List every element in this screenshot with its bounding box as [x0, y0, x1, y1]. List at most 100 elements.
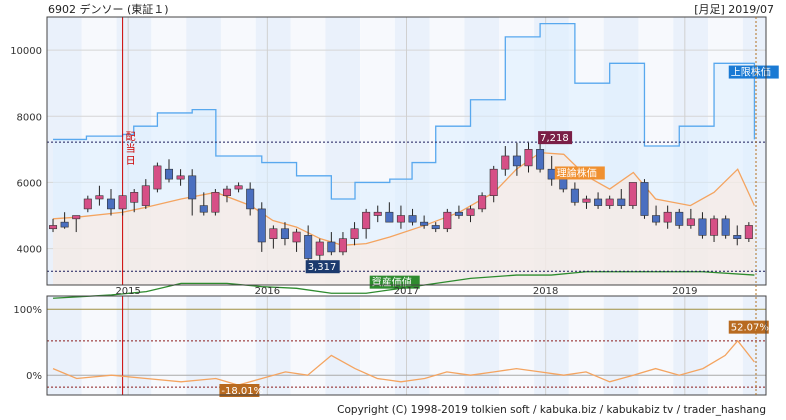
- quarter-band-bottom: [290, 296, 326, 395]
- quarter-band-bottom: [325, 296, 361, 395]
- candle-body: [605, 198, 614, 206]
- candle-body: [176, 175, 185, 180]
- label-box: [305, 260, 340, 274]
- y-tick-label: 10000: [10, 46, 42, 57]
- copyright-text: Copyright (C) 1998-2019 tolkien soft / k…: [337, 404, 766, 416]
- price-label: 7,218: [540, 133, 569, 144]
- candle-body: [315, 241, 324, 256]
- rate-label-box: [219, 384, 260, 397]
- candle-body: [83, 198, 92, 210]
- chart-title: 6902 デンソー (東証１): [48, 3, 169, 16]
- candle-body: [594, 198, 603, 206]
- candle-body: [721, 218, 730, 236]
- chart-period: [月足] 2019/07: [694, 3, 774, 16]
- rate-label-box: [728, 320, 769, 334]
- candle-body: [698, 218, 707, 236]
- candle-body: [269, 228, 278, 239]
- candle-body: [478, 195, 487, 210]
- quarter-band-bottom: [255, 296, 291, 395]
- candle-body: [431, 225, 440, 230]
- candle-body: [280, 228, 289, 239]
- candle-body: [524, 149, 533, 167]
- candle-body: [188, 175, 197, 200]
- x-tick-label: 2017: [394, 286, 419, 297]
- x-tick-label: 2016: [255, 286, 280, 297]
- candle-body: [686, 218, 695, 226]
- candle-body: [106, 198, 116, 210]
- candle-body: [512, 155, 521, 167]
- candle-body: [710, 218, 719, 236]
- quarter-band-bottom: [673, 296, 709, 395]
- candle-body: [675, 211, 684, 226]
- price-label: 3,317: [308, 262, 337, 273]
- label-box: [538, 131, 573, 145]
- sub-plot-frame: [46, 295, 767, 396]
- quarter-band-bottom: [499, 296, 535, 395]
- candle-body: [628, 182, 637, 206]
- event-marker-char: 日: [126, 156, 136, 167]
- candle-body: [49, 225, 58, 230]
- candle-body: [559, 178, 568, 190]
- quarter-band-bottom: [742, 296, 766, 395]
- candle-body: [373, 211, 382, 216]
- quarter-band-bottom: [47, 296, 82, 395]
- candle-body: [617, 198, 626, 206]
- candle-body: [501, 155, 510, 170]
- candle-body: [663, 211, 672, 223]
- candle-body: [408, 215, 417, 223]
- rate-y-tick-label: 0%: [26, 371, 42, 382]
- event-marker-char: 当: [126, 142, 136, 155]
- label-box: [554, 166, 605, 180]
- candle-body: [454, 211, 463, 216]
- quarter-band-bottom: [116, 296, 152, 395]
- candle-body: [385, 211, 394, 223]
- x-tick-label: 2018: [533, 286, 558, 297]
- event-marker-char: 配: [126, 131, 136, 143]
- quarter-band-bottom: [568, 296, 604, 395]
- candle-body: [350, 228, 359, 239]
- quarter-band-bottom: [638, 296, 674, 395]
- candle-body: [640, 182, 649, 216]
- candle-body: [733, 235, 742, 239]
- candle-body: [396, 215, 405, 223]
- candle-body: [164, 168, 174, 180]
- quarter-band-bottom: [534, 296, 569, 395]
- quarter-band-bottom: [151, 296, 187, 395]
- candle-body: [257, 208, 266, 243]
- candle-body: [222, 188, 231, 196]
- candle-body: [153, 165, 162, 190]
- candle-body: [652, 215, 661, 223]
- candle-body: [327, 241, 336, 253]
- candle-body: [362, 211, 371, 230]
- rate-label: 52.07%: [731, 323, 769, 334]
- quarter-band-bottom: [220, 296, 256, 395]
- candle-body: [489, 168, 498, 196]
- x-tick-label: 2019: [672, 286, 697, 297]
- y-tick-label: 8000: [17, 112, 42, 123]
- price-label: 理論株価: [557, 166, 597, 179]
- candle-body: [141, 185, 150, 206]
- quarter-band-bottom: [603, 296, 639, 395]
- quarter-band-bottom: [429, 296, 465, 395]
- candle-body: [292, 231, 301, 243]
- candle-body: [118, 195, 127, 210]
- candle-body: [95, 195, 104, 200]
- theory-price-area: [53, 152, 755, 285]
- candle-body: [246, 188, 255, 210]
- rate-y-tick-label: 100%: [13, 305, 42, 316]
- candle-body: [443, 211, 452, 230]
- x-tick-label: 2015: [115, 286, 140, 297]
- upper-limit-line: [53, 22, 756, 200]
- y-tick-label: 4000: [17, 245, 42, 256]
- candle-body: [547, 168, 556, 180]
- candle-body: [536, 149, 545, 170]
- candle-body: [304, 235, 313, 259]
- main-plot-frame: [46, 16, 767, 286]
- candle-body: [420, 221, 429, 226]
- candle-body: [199, 205, 208, 213]
- candle-body: [466, 208, 475, 216]
- price-label: 上限株価: [731, 66, 771, 79]
- quarter-band-bottom: [81, 296, 117, 395]
- candle-body: [744, 225, 753, 239]
